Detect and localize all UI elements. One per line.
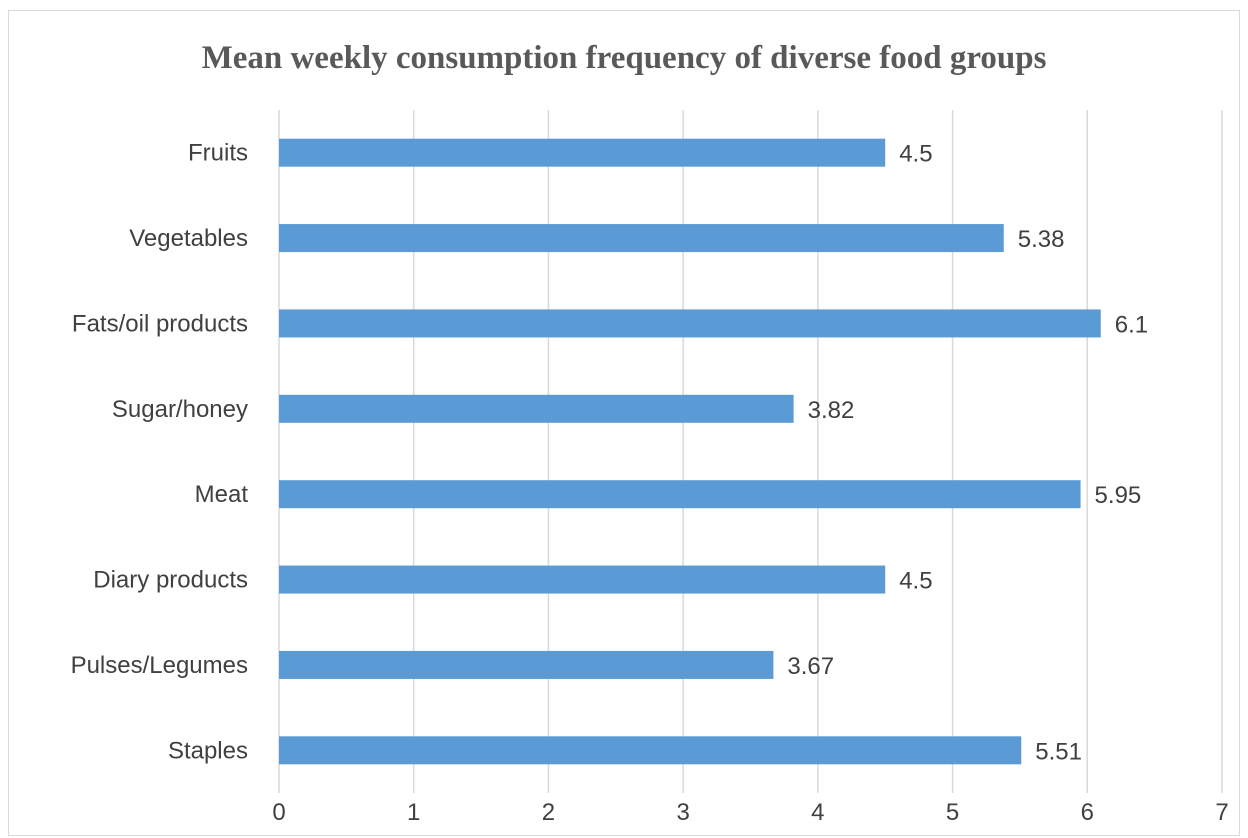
x-tick-label: 3	[676, 799, 689, 826]
chart-title: Mean weekly consumption frequency of div…	[201, 40, 1047, 76]
x-tick-label: 2	[542, 799, 555, 826]
data-label: 5.95	[1095, 482, 1142, 509]
bar-2	[279, 309, 1101, 338]
category-label: Vegetables	[129, 225, 248, 252]
bar-5	[279, 565, 886, 594]
bar-6	[279, 650, 774, 679]
x-tick-label: 4	[811, 799, 824, 826]
data-label: 3.67	[787, 653, 834, 680]
category-label: Staples	[168, 737, 248, 764]
bar-3	[279, 394, 794, 423]
data-label: 5.38	[1018, 226, 1065, 253]
x-tick-label: 7	[1215, 799, 1228, 826]
x-tick-label: 6	[1081, 799, 1094, 826]
data-label: 4.5	[899, 568, 932, 595]
data-label: 6.1	[1115, 311, 1148, 338]
bar-0	[279, 138, 886, 167]
category-label: Fats/oil products	[72, 310, 248, 337]
x-tick-label: 1	[407, 799, 420, 826]
bar-7	[279, 736, 1022, 765]
category-label: Pulses/Legumes	[71, 652, 248, 679]
category-label: Diary products	[93, 567, 248, 594]
x-tick-label: 0	[272, 799, 285, 826]
category-label: Meat	[195, 481, 249, 508]
bar-1	[279, 224, 1004, 253]
data-label: 3.82	[808, 397, 855, 424]
data-label: 4.5	[899, 141, 932, 168]
category-label: Fruits	[188, 140, 248, 167]
bar-4	[279, 480, 1081, 509]
data-label: 5.51	[1035, 738, 1082, 765]
category-label: Sugar/honey	[112, 396, 248, 423]
x-tick-label: 5	[946, 799, 959, 826]
